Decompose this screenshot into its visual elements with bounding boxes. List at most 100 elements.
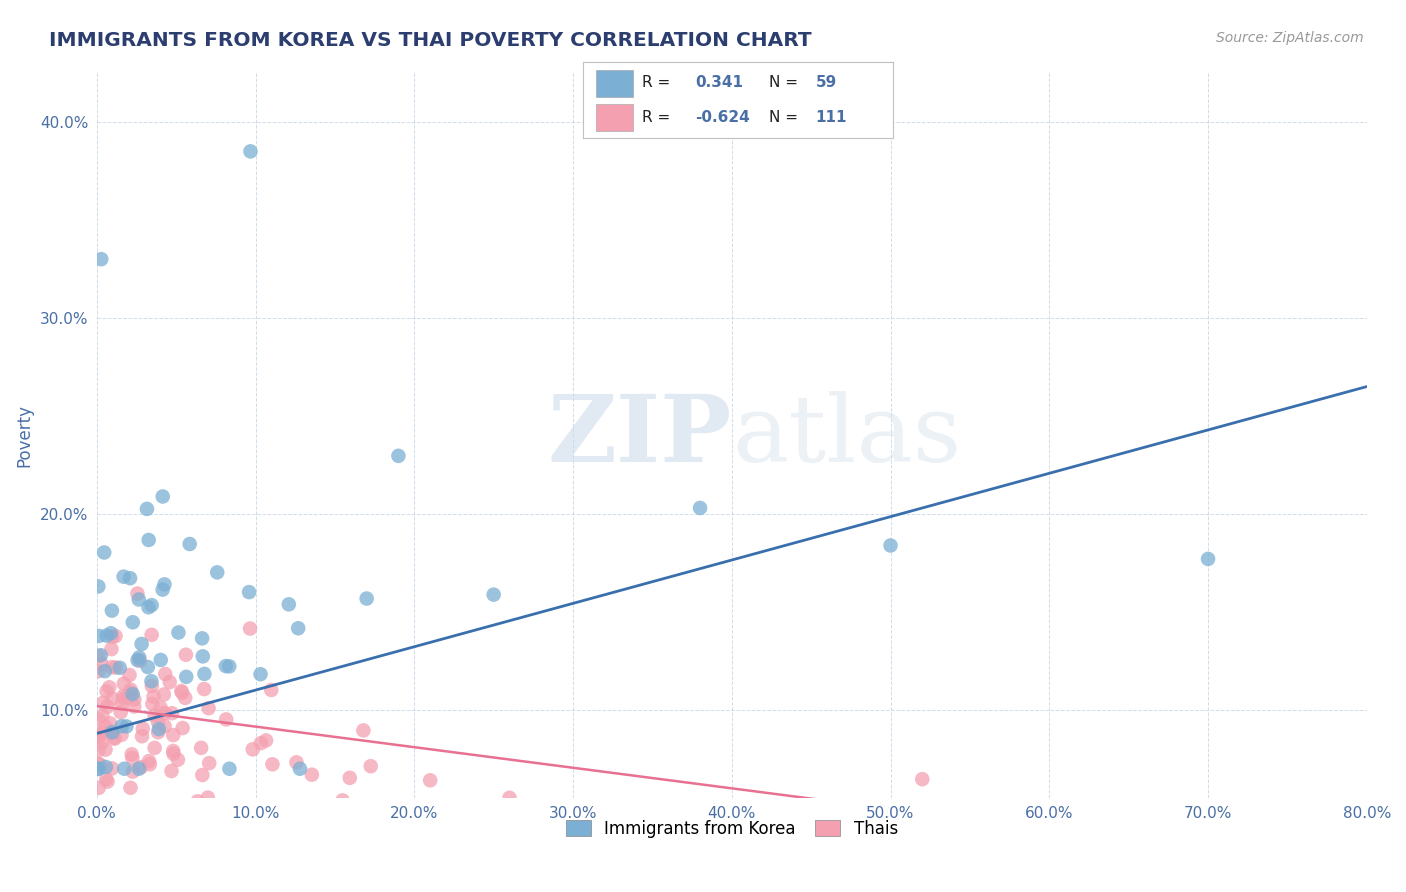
Point (170, 684, 193, 698)
Point (101, 604, 124, 618)
Point (100, 642, 122, 657)
Point (360, 759, 382, 773)
Point (127, 586, 149, 600)
Text: N =: N = (769, 110, 803, 125)
Point (179, 537, 201, 551)
Point (131, 637, 153, 651)
Text: -0.624: -0.624 (695, 110, 749, 125)
Point (101, 725, 124, 739)
Point (87, 728, 110, 742)
Text: ZIP: ZIP (547, 391, 731, 481)
Point (152, 490, 174, 504)
Point (127, 653, 149, 667)
Point (138, 600, 160, 615)
Point (141, 628, 163, 642)
Point (94, 760, 117, 774)
Point (94, 772, 117, 786)
Point (104, 629, 127, 643)
Point (100, 626, 122, 640)
Point (141, 598, 163, 612)
Point (87, 731, 110, 745)
Point (112, 690, 135, 704)
Point (120, 571, 142, 585)
Point (87, 648, 110, 663)
Point (162, 728, 184, 742)
Point (146, 725, 169, 739)
Point (242, 742, 264, 756)
Point (87, 756, 110, 771)
Point (121, 764, 143, 779)
Point (142, 690, 165, 704)
Point (254, 733, 277, 747)
Point (419, 773, 441, 788)
Bar (596, 70, 633, 96)
Point (451, 801, 474, 815)
Point (87, 762, 110, 776)
Point (112, 676, 135, 690)
Point (87, 762, 110, 776)
Point (96, 774, 118, 789)
Point (260, 683, 283, 698)
Text: 59: 59 (815, 76, 837, 90)
Point (193, 667, 215, 681)
Point (98, 680, 121, 694)
Point (128, 650, 150, 665)
Point (1197, 552, 1219, 566)
Point (218, 659, 240, 673)
Point (112, 569, 135, 583)
Point (124, 692, 146, 706)
Point (356, 591, 378, 606)
Point (129, 760, 152, 774)
Text: 111: 111 (815, 110, 846, 125)
Point (112, 762, 135, 776)
Point (191, 649, 214, 664)
Point (132, 722, 155, 736)
Point (262, 757, 284, 772)
Point (117, 690, 139, 705)
Point (122, 699, 145, 714)
Point (218, 762, 240, 776)
Point (167, 625, 190, 640)
Point (172, 721, 194, 735)
Point (277, 598, 299, 612)
Point (141, 697, 163, 711)
Point (138, 533, 160, 547)
Point (239, 622, 262, 636)
Legend: Immigrants from Korea, Thais: Immigrants from Korea, Thais (560, 813, 904, 844)
Point (131, 729, 153, 743)
Point (143, 708, 166, 723)
Point (90, 657, 112, 671)
Point (193, 682, 215, 697)
Point (191, 768, 214, 782)
Point (104, 660, 127, 674)
Point (332, 793, 354, 807)
Point (90, 736, 112, 750)
Point (153, 577, 176, 591)
Point (138, 754, 160, 768)
Point (104, 731, 127, 746)
Point (593, 862, 616, 876)
Point (91, 819, 114, 833)
Text: R =: R = (643, 110, 675, 125)
Point (174, 690, 197, 705)
Point (91, 708, 114, 723)
Point (112, 691, 135, 706)
Point (482, 588, 505, 602)
Text: N =: N = (769, 76, 803, 90)
Point (118, 668, 141, 682)
Point (94, 664, 117, 678)
Y-axis label: Poverty: Poverty (15, 404, 32, 467)
Point (174, 648, 197, 662)
Point (128, 592, 150, 607)
Point (155, 667, 177, 681)
Point (90, 252, 112, 267)
Point (287, 621, 309, 635)
Point (148, 722, 170, 736)
Point (285, 756, 308, 770)
Point (101, 761, 124, 775)
Point (352, 723, 374, 738)
Point (87, 712, 110, 726)
Point (149, 700, 172, 714)
Point (215, 659, 238, 673)
Point (87, 665, 110, 679)
